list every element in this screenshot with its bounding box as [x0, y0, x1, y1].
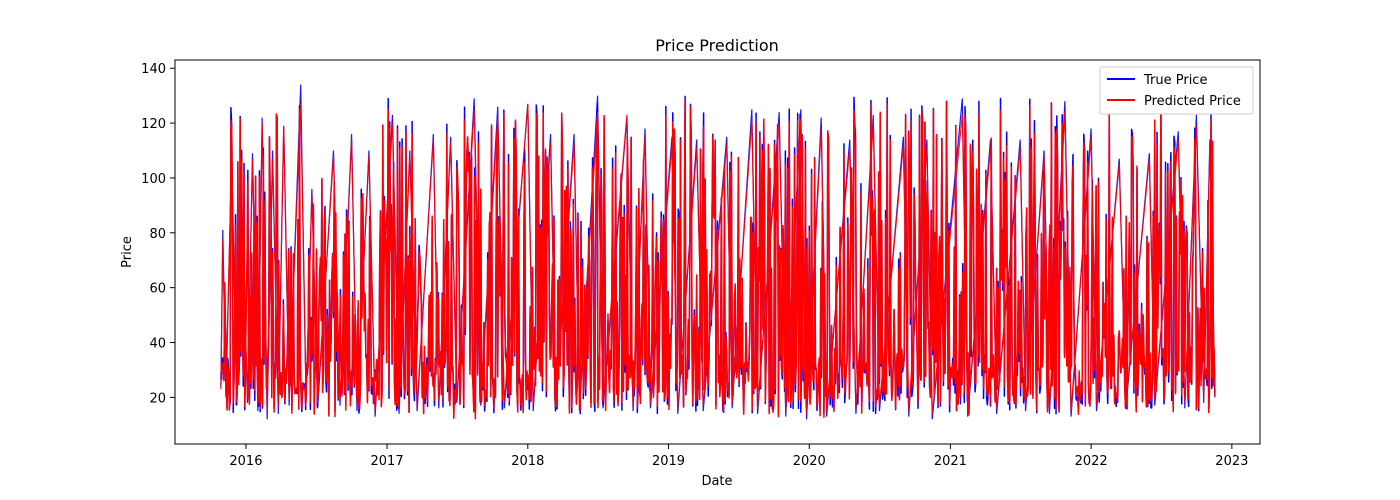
x-tick-label: 2017 [371, 454, 404, 469]
legend: True Price Predicted Price [1099, 66, 1254, 115]
series-line-predicted-price [220, 100, 1216, 420]
y-tick-label: 80 [149, 227, 166, 242]
series-layer [220, 84, 1216, 420]
legend-box [1099, 66, 1254, 115]
x-tick-label: 2023 [1215, 454, 1248, 469]
legend-label-true-price: True Price [1143, 73, 1207, 88]
x-axis-label: Date [701, 474, 732, 489]
y-tick-label: 60 [149, 282, 166, 297]
x-tick-label: 2019 [652, 454, 685, 469]
y-tick-label: 40 [149, 337, 166, 352]
y-tick-label: 140 [141, 62, 166, 77]
y-axis-ticks: 20 40 60 80 100 120 140 [141, 62, 175, 406]
x-axis-ticks: 2016 2017 2018 2019 2020 2021 2022 2023 [229, 444, 1248, 469]
x-tick-label: 2016 [229, 454, 262, 469]
x-tick-label: 2018 [511, 454, 544, 469]
x-tick-label: 2020 [793, 454, 826, 469]
y-tick-label: 120 [141, 117, 166, 132]
x-tick-label: 2022 [1075, 454, 1108, 469]
y-axis-label: Price [120, 236, 135, 268]
y-tick-label: 100 [141, 172, 166, 187]
x-tick-label: 2021 [934, 454, 967, 469]
y-tick-label: 20 [149, 391, 166, 406]
chart-title: Price Prediction [655, 36, 779, 55]
series-keypoints-predicted-price [220, 103, 1216, 414]
plot-frame [174, 59, 1261, 445]
legend-label-predicted-price: Predicted Price [1144, 94, 1241, 109]
